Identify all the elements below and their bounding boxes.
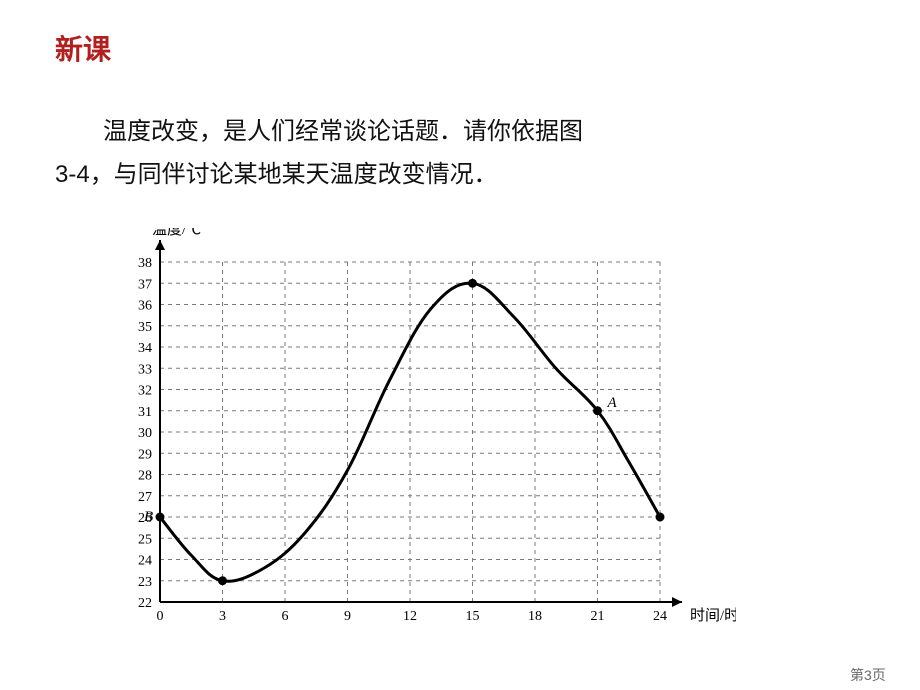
svg-text:6: 6: [282, 609, 289, 624]
svg-text:23: 23: [138, 575, 152, 590]
svg-text:37: 37: [138, 277, 152, 292]
svg-text:34: 34: [138, 341, 152, 356]
temperature-chart: 2223242526272829303132333435363738036912…: [96, 228, 736, 653]
svg-text:24: 24: [653, 609, 667, 624]
svg-text:温度/℃: 温度/℃: [152, 228, 201, 238]
svg-text:15: 15: [466, 609, 480, 624]
svg-text:33: 33: [138, 362, 152, 377]
svg-text:18: 18: [528, 609, 542, 624]
svg-text:时间/时: 时间/时: [690, 607, 736, 624]
body-line-2: 3-4，与同伴讨论某地某天温度改变情况．: [55, 153, 583, 196]
svg-text:21: 21: [591, 609, 605, 624]
body-line-1: 温度改变，是人们经常谈论话题．请你依据图: [55, 110, 583, 153]
svg-text:9: 9: [344, 609, 351, 624]
svg-text:A: A: [607, 395, 618, 411]
svg-text:36: 36: [138, 299, 152, 314]
svg-text:31: 31: [138, 405, 152, 420]
svg-text:B: B: [144, 509, 153, 525]
svg-text:29: 29: [138, 447, 152, 462]
svg-text:22: 22: [138, 596, 152, 611]
svg-text:38: 38: [138, 256, 152, 271]
svg-text:32: 32: [138, 384, 152, 399]
svg-text:0: 0: [157, 609, 164, 624]
svg-text:35: 35: [138, 320, 152, 335]
chart-svg: 2223242526272829303132333435363738036912…: [96, 228, 736, 648]
svg-text:30: 30: [138, 426, 152, 441]
svg-text:28: 28: [138, 469, 152, 484]
page-number: 第3页: [850, 665, 886, 685]
svg-text:27: 27: [138, 490, 152, 505]
svg-text:25: 25: [138, 532, 152, 547]
section-title: 新课: [55, 28, 111, 68]
body-text: 温度改变，是人们经常谈论话题．请你依据图 3-4，与同伴讨论某地某天温度改变情况…: [55, 110, 583, 196]
svg-text:3: 3: [219, 609, 226, 624]
svg-text:24: 24: [138, 554, 152, 569]
svg-text:12: 12: [403, 609, 417, 624]
